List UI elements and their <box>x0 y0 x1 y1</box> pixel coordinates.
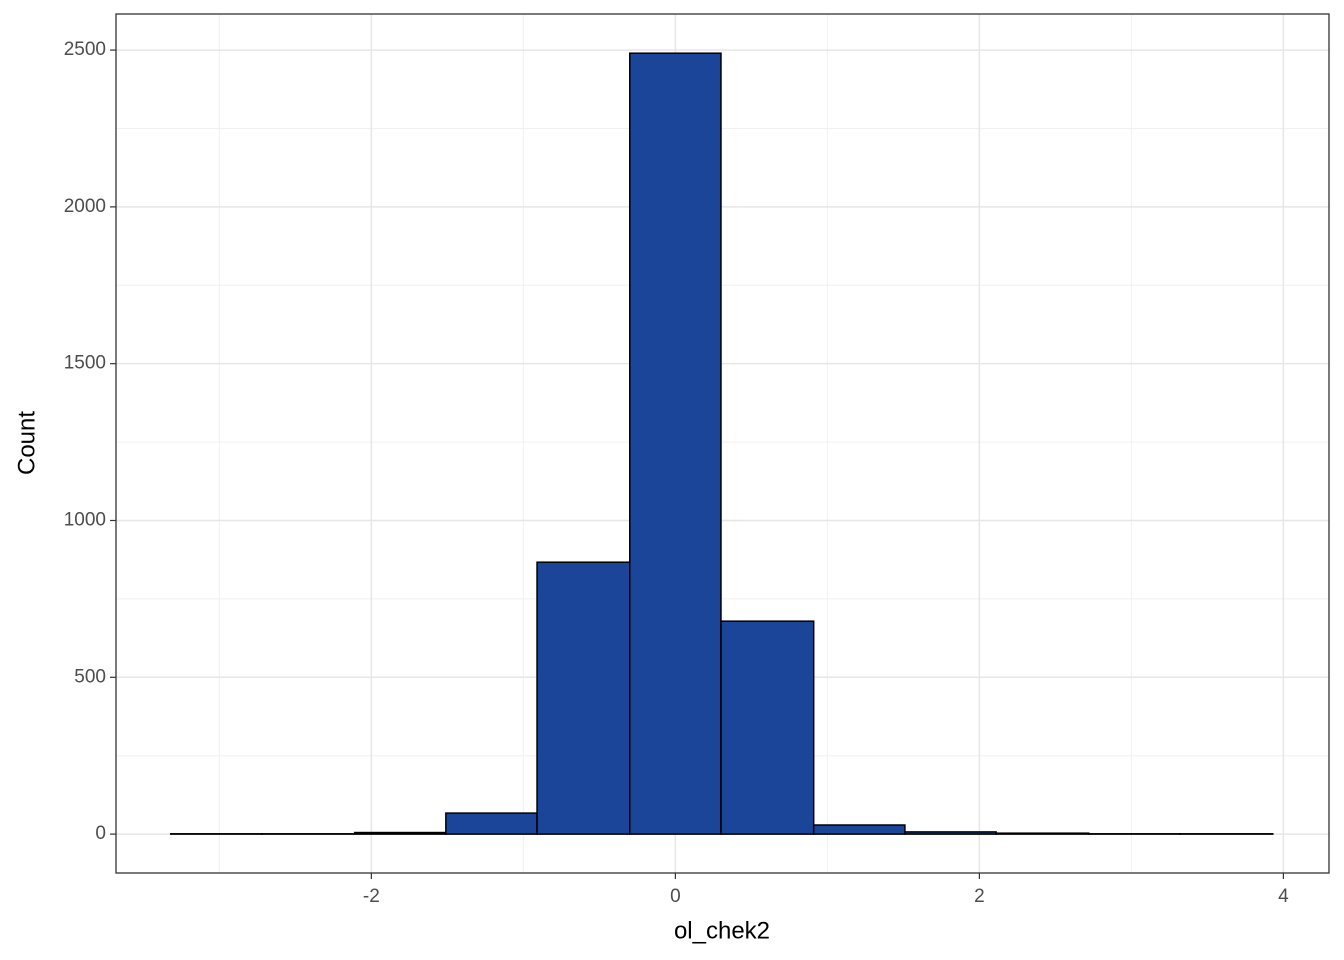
y-tick-label: 1000 <box>64 510 106 531</box>
bar <box>995 832 1090 835</box>
bar <box>720 620 815 835</box>
bar <box>904 831 997 835</box>
y-tick-label: 2500 <box>64 39 106 60</box>
x-tick-label: 2 <box>974 886 985 907</box>
x-tick-label: 0 <box>670 886 681 907</box>
x-tick-label: -2 <box>363 886 380 907</box>
y-tick-label: 500 <box>74 666 106 687</box>
x-axis-title: ol_chek2 <box>674 917 770 944</box>
bar <box>353 831 447 835</box>
x-tick-label: 4 <box>1278 886 1289 907</box>
panel-border <box>115 13 1330 874</box>
y-axis-title: Count <box>13 411 40 475</box>
y-tick-label: 2000 <box>64 196 106 217</box>
y-tick-label: 0 <box>95 823 106 844</box>
y-tick-label: 1500 <box>64 353 106 374</box>
bar <box>445 812 538 835</box>
bar <box>812 824 906 835</box>
bar <box>629 52 722 835</box>
bar <box>536 561 631 835</box>
